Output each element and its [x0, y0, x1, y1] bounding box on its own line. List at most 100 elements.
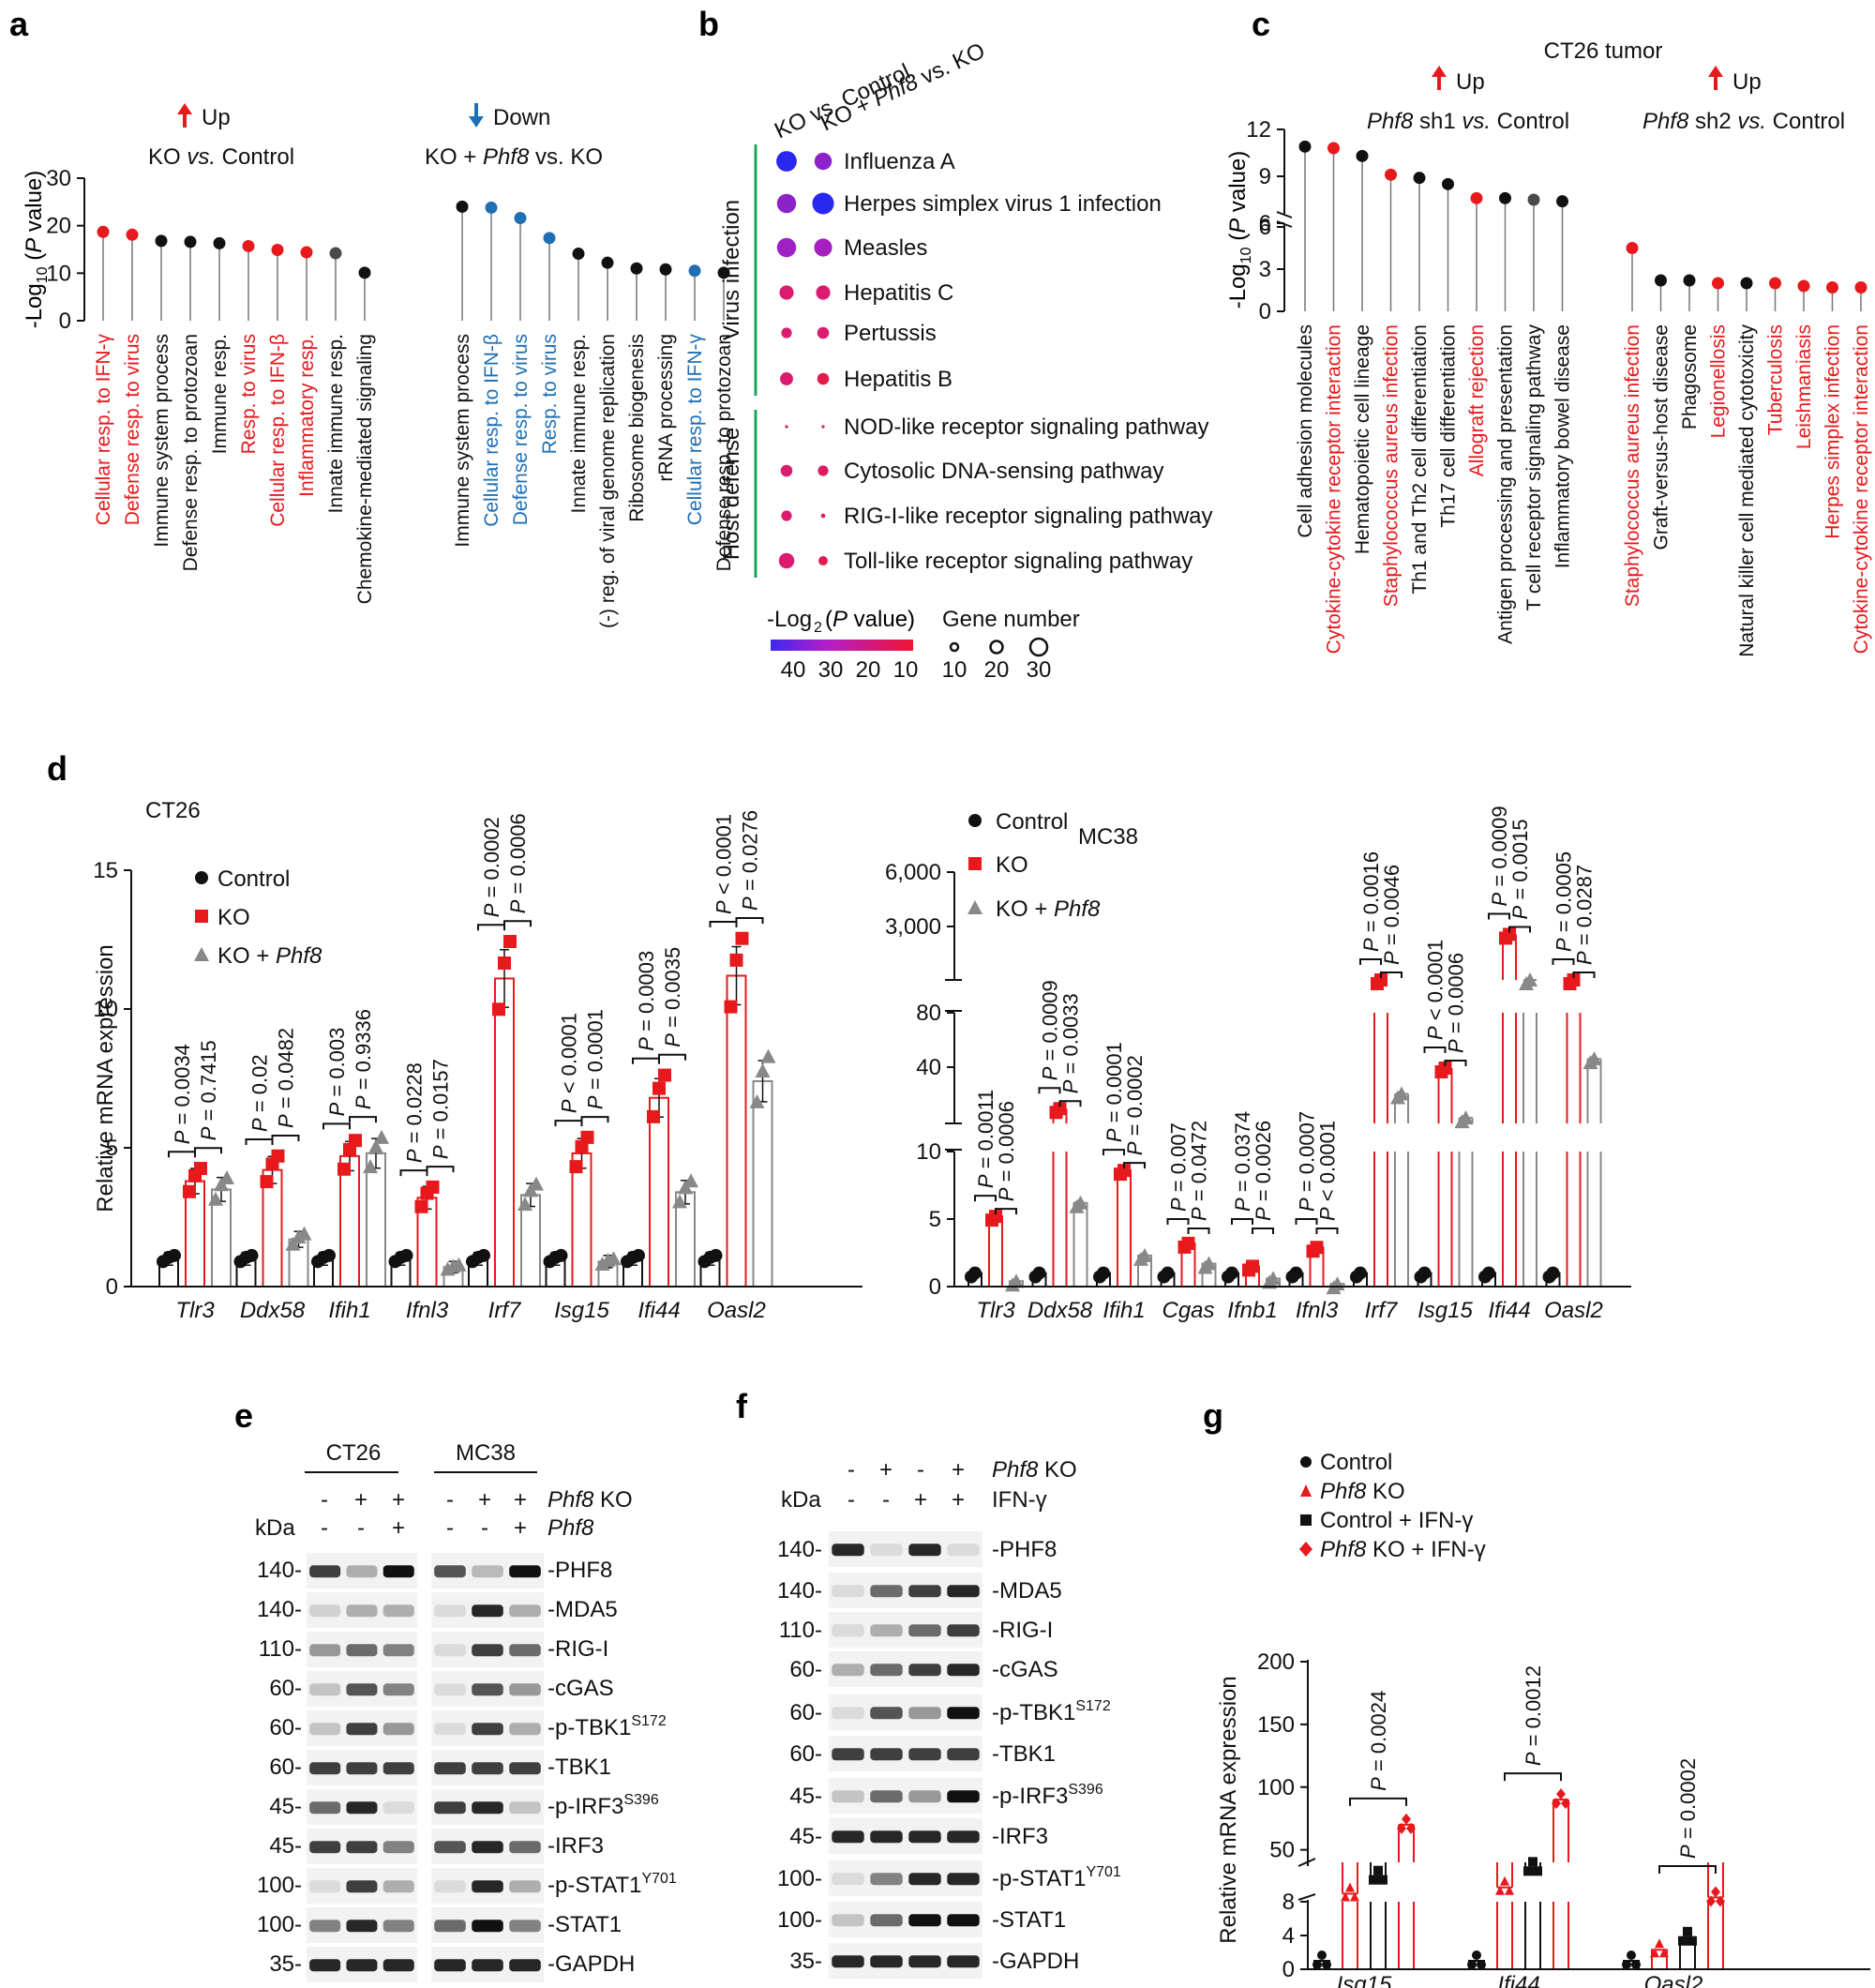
blot-band: [309, 1880, 341, 1893]
blot-band: [434, 1959, 466, 1972]
legend-diamond-icon: [1299, 1542, 1312, 1557]
text-part: Control: [1320, 1450, 1392, 1475]
text-part: Phf8: [992, 1457, 1039, 1483]
significance-bracket: [554, 1120, 583, 1127]
protein-label: -cGAS: [548, 1676, 614, 1701]
y-tick-label: 0: [106, 1274, 118, 1300]
y-axis-title: -Log10 (P value): [1225, 151, 1254, 309]
blot-band: [509, 1959, 541, 1972]
text-part: P: [1676, 1845, 1700, 1859]
category-label: Defense resp. to virus: [510, 334, 532, 525]
blot-band: [472, 1604, 503, 1618]
blot-band: [472, 1880, 503, 1893]
text-part: P: [1445, 1039, 1468, 1053]
protein-label: -p-TBK1S172: [548, 1713, 667, 1740]
lollipop-point: [514, 212, 527, 225]
significance-bracket: [245, 1138, 274, 1145]
lollipop-point: [630, 262, 643, 275]
p-value-label: P = 0.007: [1167, 1122, 1191, 1212]
blot-band: [832, 1873, 864, 1886]
significance-bracket: [477, 924, 505, 931]
text-part: = 0.0016: [1359, 851, 1383, 938]
y-tick-label: 3: [1259, 257, 1271, 282]
text-part: P: [197, 1126, 220, 1140]
legend-triangle-icon: [606, 1251, 622, 1266]
data-point: [1317, 1950, 1327, 1960]
legend-triangle-icon: [368, 1138, 383, 1153]
protein-label: -MDA5: [548, 1597, 618, 1622]
lollipop-point: [572, 248, 585, 261]
category-label: Allograft rejection: [1466, 324, 1488, 476]
data-point: [1477, 1960, 1486, 1969]
y-tick-label: 9: [1259, 164, 1271, 189]
lollipop-point: [300, 246, 313, 259]
legend-circle-icon: [1478, 1270, 1492, 1284]
legend-triangle-icon: [1262, 1274, 1277, 1289]
p-value-label: P = 0.0003: [635, 951, 658, 1051]
blot-band: [870, 1544, 903, 1557]
text-part: = 0.0157: [429, 1059, 453, 1145]
data-point: [1345, 1882, 1355, 1892]
data-point: [1552, 1798, 1561, 1810]
blot-panel-ct26: [307, 1592, 417, 1628]
bar: [649, 1096, 669, 1288]
p-value-label: P = 0.0016: [1359, 851, 1383, 952]
blot-band: [309, 1723, 341, 1736]
blot-band: [947, 1585, 980, 1598]
data-point: [1378, 1875, 1388, 1885]
text-part: 10: [35, 266, 51, 283]
pathway-label: Cytosolic DNA-sensing pathway: [844, 459, 1163, 484]
category-label: Host defense: [719, 428, 744, 560]
blot-band: [908, 1955, 941, 1968]
y-tick-label: 30: [46, 166, 71, 191]
pathway-label: RIG-I-like receptor signaling pathway: [844, 504, 1213, 529]
protein-label: -p-IRF3S396: [548, 1792, 659, 1819]
significance-bracket: [271, 1135, 300, 1141]
text-part: (: [1225, 233, 1251, 248]
data-point: [1659, 1948, 1669, 1958]
significance-bracket: [349, 1116, 377, 1123]
pathway-label: Herpes simplex virus 1 infection: [844, 191, 1162, 217]
kda-marker: 60-: [789, 1657, 822, 1682]
significance-bracket: [503, 920, 532, 927]
lollipop-point: [242, 239, 255, 252]
blot-band: [346, 1841, 378, 1854]
blot-band: [309, 1762, 341, 1775]
legend-square-icon: [580, 1130, 594, 1144]
text-part: = 0.0009: [1488, 806, 1511, 892]
text-part: Control: [996, 809, 1068, 835]
protein-label: -IRF3: [992, 1824, 1048, 1849]
lollipop-point: [1527, 193, 1540, 206]
text-part: = 0.0033: [1059, 993, 1083, 1079]
text-part: P: [403, 1149, 427, 1163]
gene-label: Oasl2: [1644, 1972, 1703, 1988]
blot-band: [346, 1604, 378, 1618]
text-part: Control: [1491, 109, 1569, 134]
pathway-label: Hepatitis B: [844, 367, 952, 392]
pathway-label: NOD-like receptor signaling pathway: [844, 414, 1209, 440]
panel-letter-b: b: [698, 5, 719, 43]
significance-bracket: [1123, 1162, 1146, 1169]
legend-tick: 30: [1027, 657, 1052, 683]
protein-label: -STAT1: [992, 1907, 1066, 1933]
y-tick-label: 0: [1259, 299, 1271, 324]
gene-label: Isg15: [1337, 1972, 1392, 1988]
text-part: P: [171, 1130, 194, 1144]
blot-band: [434, 1841, 466, 1854]
data-point: [1650, 1948, 1659, 1958]
legend-circle-icon: [1222, 1270, 1235, 1284]
y-tick-label: 100: [1257, 1775, 1295, 1800]
legend-square-icon: [1242, 1263, 1255, 1277]
category-label: Immune system process: [452, 334, 473, 548]
text-part: KO: [1366, 1479, 1404, 1504]
up-arrow-icon: [1708, 66, 1723, 77]
p-value-label: P = 0.9336: [352, 1009, 375, 1109]
legend-circle-icon: [1285, 1270, 1299, 1284]
kda-marker: 45-: [269, 1794, 302, 1819]
protein-label: -IRF3: [548, 1833, 604, 1859]
condition-sign: -: [848, 1487, 855, 1513]
y-axis-title: Relative mRNA expression: [1216, 1676, 1241, 1943]
legend-circle-icon: [1350, 1270, 1363, 1284]
text-part: P: [248, 1118, 272, 1132]
data-point: [1627, 1950, 1636, 1960]
